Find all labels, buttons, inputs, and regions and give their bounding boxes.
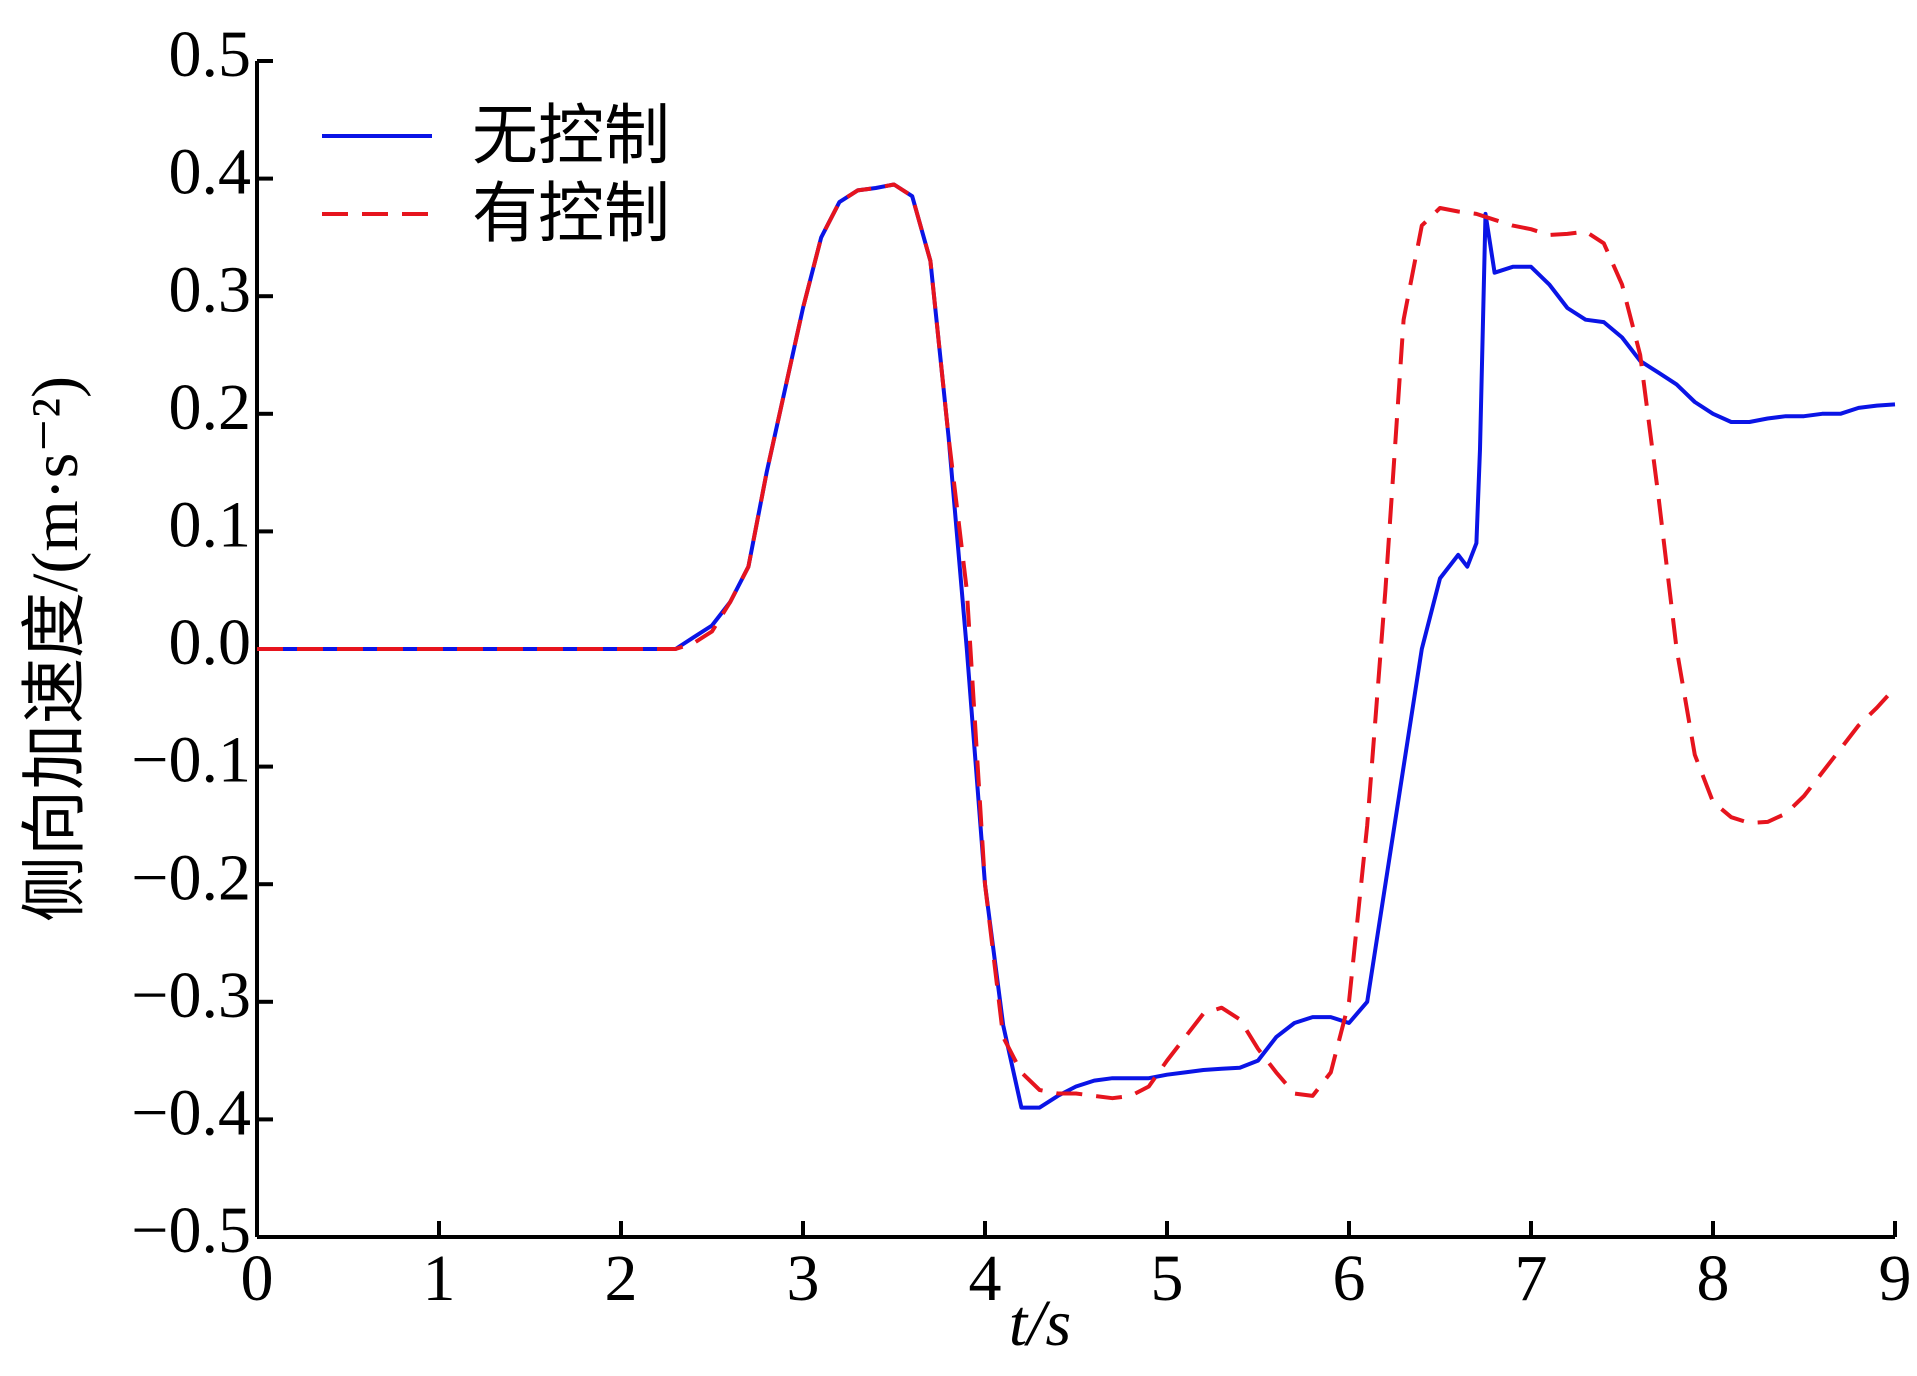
x-tick-label: 2 xyxy=(605,1242,638,1315)
legend-label: 无控制 xyxy=(472,97,670,174)
x-tick-label: 5 xyxy=(1151,1242,1184,1315)
x-tick-label: 0 xyxy=(241,1242,274,1315)
x-axis-label: t/s xyxy=(1009,1287,1071,1360)
x-tick-label: 1 xyxy=(423,1242,456,1315)
series-line xyxy=(257,182,1897,1101)
y-tick-label: 0.3 xyxy=(169,253,252,326)
y-tick-label: 0.2 xyxy=(169,371,252,444)
y-tick-label: 0.0 xyxy=(169,606,252,679)
x-tick-label: 7 xyxy=(1515,1242,1548,1315)
x-tick-label: 3 xyxy=(787,1242,820,1315)
y-tick-label: −0.1 xyxy=(131,724,251,797)
y-tick-label: −0.5 xyxy=(131,1194,251,1267)
x-tick-label: 9 xyxy=(1879,1242,1912,1315)
y-tick-label: 0.1 xyxy=(169,489,252,562)
x-tick-label: 4 xyxy=(969,1242,1002,1315)
series-line xyxy=(257,182,1896,1110)
legend-label: 有控制 xyxy=(472,175,670,252)
y-tick-label: −0.2 xyxy=(131,841,251,914)
y-tick-label: 0.5 xyxy=(169,18,252,91)
y-axis-label: 侧向加速度/(m·s⁻²) xyxy=(19,376,92,922)
x-tick-label: 8 xyxy=(1697,1242,1730,1315)
x-tick-label: 6 xyxy=(1333,1242,1366,1315)
y-tick-label: −0.4 xyxy=(131,1077,251,1150)
y-tick-label: −0.3 xyxy=(131,959,251,1032)
y-tick-label: 0.4 xyxy=(169,136,252,209)
